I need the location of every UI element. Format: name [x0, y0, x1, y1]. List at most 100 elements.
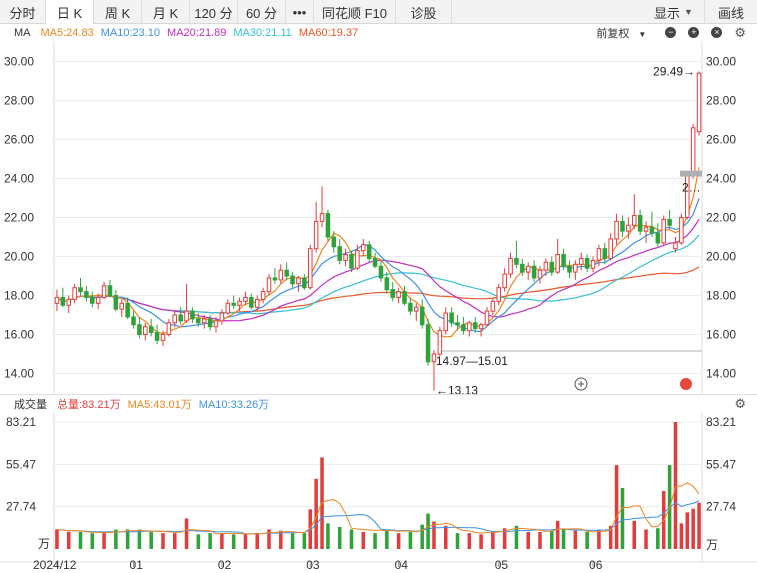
- volume-bar[interactable]: [161, 533, 165, 549]
- tab-monthly-k[interactable]: 月 K: [142, 0, 190, 24]
- candle[interactable]: [90, 291, 95, 308]
- volume-bar[interactable]: [467, 533, 472, 549]
- tab-120-min[interactable]: 120 分: [190, 0, 238, 24]
- candle[interactable]: [520, 258, 525, 276]
- volume-bar[interactable]: [326, 523, 330, 549]
- candle[interactable]: [219, 309, 225, 325]
- candle[interactable]: [355, 244, 360, 271]
- candle[interactable]: [449, 307, 454, 327]
- candle[interactable]: [231, 295, 236, 310]
- candle[interactable]: [143, 322, 148, 341]
- candle[interactable]: [296, 276, 301, 292]
- candle[interactable]: [107, 279, 113, 298]
- candle[interactable]: [166, 318, 172, 337]
- volume-bar[interactable]: [585, 531, 589, 549]
- volume-bar[interactable]: [184, 518, 189, 549]
- volume-bar[interactable]: [685, 512, 690, 549]
- volume-bar[interactable]: [231, 534, 236, 549]
- candle[interactable]: [113, 289, 119, 312]
- candle[interactable]: [319, 186, 325, 228]
- volume-bar[interactable]: [691, 508, 695, 549]
- candle[interactable]: [696, 71, 702, 136]
- candle[interactable]: [643, 221, 649, 243]
- candle[interactable]: [125, 297, 130, 319]
- candle[interactable]: [490, 297, 496, 315]
- candle[interactable]: [331, 231, 337, 253]
- candle[interactable]: [325, 209, 331, 241]
- candle[interactable]: [119, 299, 125, 317]
- candle[interactable]: [667, 209, 672, 230]
- candle[interactable]: [213, 316, 219, 333]
- plus-icon[interactable]: +: [688, 27, 700, 38]
- candle[interactable]: [584, 254, 590, 273]
- candle[interactable]: [60, 287, 66, 308]
- candle[interactable]: [567, 260, 572, 278]
- candle[interactable]: [131, 311, 136, 329]
- volume-chart[interactable]: 83.21 83.21 55.47 55.47 27.74 27.74 万 万 2024/12…: [0, 412, 757, 573]
- volume-bar[interactable]: [491, 531, 495, 549]
- candle[interactable]: [502, 268, 507, 292]
- candle[interactable]: [349, 250, 354, 273]
- candle[interactable]: [549, 256, 555, 277]
- candle[interactable]: [207, 315, 213, 331]
- candle[interactable]: [455, 315, 460, 331]
- volume-bar[interactable]: [279, 530, 283, 549]
- candle[interactable]: [249, 293, 254, 310]
- candle[interactable]: [243, 291, 248, 306]
- candle[interactable]: [631, 194, 637, 230]
- candle[interactable]: [690, 123, 696, 179]
- volume-bar[interactable]: [302, 533, 307, 549]
- candle[interactable]: [467, 320, 472, 337]
- volume-bar[interactable]: [196, 534, 201, 549]
- volume-bar[interactable]: [420, 524, 424, 549]
- volume-bar[interactable]: [137, 529, 142, 549]
- candle[interactable]: [655, 223, 661, 247]
- candle[interactable]: [508, 252, 513, 278]
- candle[interactable]: [184, 283, 189, 323]
- tab-intraday[interactable]: 分时: [0, 0, 46, 24]
- gear-icon[interactable]: ⚙: [734, 25, 746, 40]
- volume-bar[interactable]: [114, 529, 118, 549]
- candle[interactable]: [443, 307, 449, 335]
- candle[interactable]: [431, 350, 437, 391]
- candle[interactable]: [414, 303, 419, 321]
- volume-bar[interactable]: [443, 525, 448, 549]
- candle[interactable]: [78, 277, 83, 296]
- candle[interactable]: [272, 268, 278, 284]
- candle[interactable]: [425, 318, 431, 366]
- candle[interactable]: [608, 233, 613, 261]
- volume-bar[interactable]: [679, 523, 684, 549]
- volume-bar[interactable]: [290, 533, 295, 549]
- volume-bar[interactable]: [514, 525, 519, 549]
- volume-bar[interactable]: [208, 533, 212, 549]
- minus-icon[interactable]: −: [665, 27, 677, 38]
- candle[interactable]: [461, 316, 466, 335]
- volume-bar[interactable]: [337, 527, 342, 549]
- volume-bar[interactable]: [620, 487, 625, 549]
- volume-bar[interactable]: [172, 533, 177, 549]
- candle[interactable]: [437, 326, 443, 356]
- volume-bar[interactable]: [220, 533, 224, 549]
- volume-bar[interactable]: [555, 520, 560, 549]
- tab-daily-k[interactable]: 日 K: [46, 0, 94, 24]
- candle[interactable]: [378, 260, 384, 282]
- candle[interactable]: [225, 299, 231, 315]
- candle[interactable]: [361, 238, 366, 257]
- candle[interactable]: [302, 274, 307, 290]
- candle[interactable]: [148, 318, 154, 337]
- volume-bar[interactable]: [673, 422, 678, 549]
- candle[interactable]: [573, 260, 578, 280]
- candle[interactable]: [537, 266, 543, 284]
- volume-bar[interactable]: [314, 478, 318, 549]
- candle[interactable]: [408, 297, 413, 315]
- volume-bar[interactable]: [644, 529, 648, 549]
- candle[interactable]: [178, 307, 183, 325]
- volume-bar[interactable]: [561, 529, 566, 549]
- volume-bar[interactable]: [255, 533, 260, 549]
- candle[interactable]: [343, 248, 348, 267]
- candle[interactable]: [661, 215, 666, 245]
- candle[interactable]: [313, 201, 319, 253]
- volume-bar[interactable]: [656, 528, 660, 549]
- volume-bar[interactable]: [426, 513, 430, 549]
- candle[interactable]: [543, 258, 549, 276]
